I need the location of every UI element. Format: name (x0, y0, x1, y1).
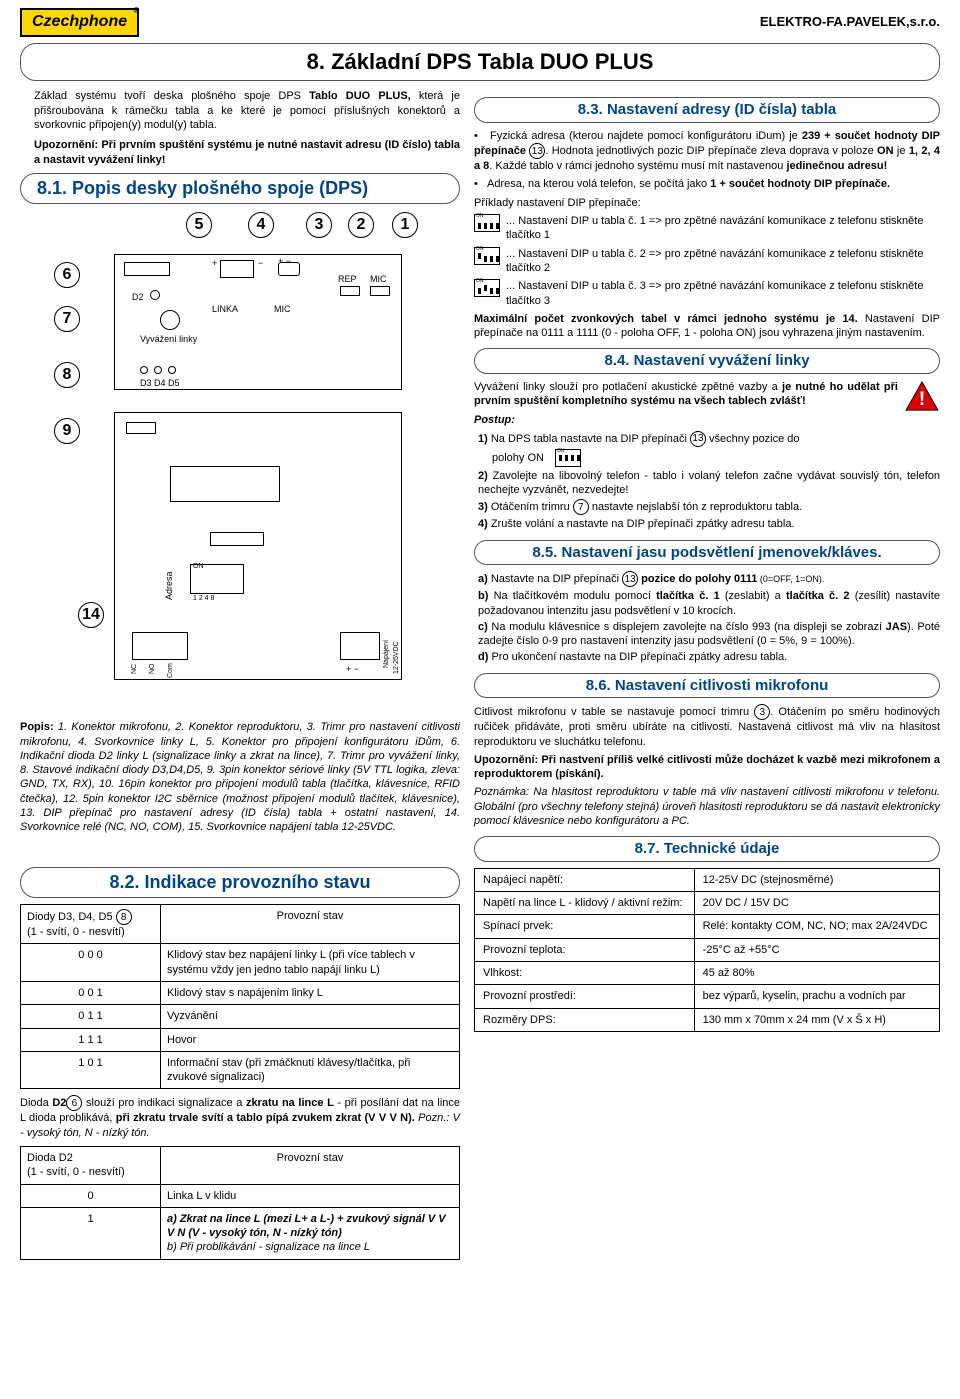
s84-steps: 1) Na DPS tabla nastavte na DIP přepínač… (478, 431, 940, 532)
specs-table: Napájecí napětí:12-25V DC (stejnosměrné)… (474, 868, 940, 1032)
label-com: Com (166, 663, 175, 678)
dip-icon-allon (555, 449, 581, 467)
logo-reg: ® (133, 6, 139, 16)
label-no: NO (148, 664, 157, 675)
dip-icon-2 (474, 247, 500, 265)
label-d345: D3 D4 D5 (140, 378, 180, 390)
conn-rep (340, 286, 360, 296)
label-d2: D2 (132, 292, 144, 304)
dip-icon-3 (474, 279, 500, 297)
section-8-4-title: 8.4. Nastavení vyvážení linky (474, 348, 940, 374)
label-nc: NC (130, 664, 139, 674)
s83-p2: • Adresa, na kterou volá telefon, se poč… (474, 177, 940, 191)
label-1225: 12-25VDC (392, 642, 401, 675)
s83-p1: • Fyzická adresa (kterou najdete pomocí … (474, 129, 940, 174)
callout-14: 14 (78, 602, 104, 628)
d2-description: Dioda D26 slouží pro indikaci signalizac… (20, 1095, 460, 1140)
label-minus: − (258, 258, 263, 270)
s84-postup-label: Postup: (474, 413, 940, 427)
logo: Czechphone ® (20, 8, 139, 37)
circled-13a: 13 (529, 143, 545, 159)
page-header: Czechphone ® ELEKTRO-FA.PAVELEK,s.r.o. (20, 8, 940, 37)
section-8-2-title: 8.2. Indikace provozního stavu (20, 867, 460, 898)
s86-p1: Citlivost mikrofonu v table se nastavuje… (474, 704, 940, 749)
pcb-diagram: 5 4 3 2 1 6 7 8 9 10 12 13 14 15 + − + (30, 212, 450, 712)
label-mic2: MIC (274, 304, 291, 316)
callout-1: 1 (392, 212, 418, 238)
term-14 (132, 632, 188, 660)
section-8-6-title: 8.6. Nastavení citlivosti mikrofonu (474, 673, 940, 699)
conn-5 (124, 262, 170, 276)
term-4 (220, 260, 254, 278)
s85-list: a) Nastavte na DIP přepínači 13 pozice d… (478, 571, 940, 664)
label-plus: + (212, 258, 217, 270)
circled-6: 6 (66, 1095, 82, 1111)
callout-5: 5 (186, 212, 212, 238)
dip-icon-1 (474, 214, 500, 232)
label-mic: MIC (370, 274, 387, 286)
callout-6: 6 (54, 262, 80, 288)
callout-9: 9 (54, 418, 80, 444)
s83-examples-title: Příklady nastavení DIP přepínače: (474, 196, 940, 210)
conn-mic (370, 286, 390, 296)
section-8-5-title: 8.5. Nastavení jasu podsvětlení jmenovek… (474, 540, 940, 566)
label-pm: + − (278, 256, 291, 268)
term-15 (340, 632, 380, 660)
callout-3: 3 (306, 212, 332, 238)
status-table-2: Dioda D2 (1 - svítí, 0 - nesvítí) Provoz… (20, 1146, 460, 1260)
label-nap: Napájení (382, 640, 391, 668)
dip-example-3: ... Nastavení DIP u tabla č. 3 => pro zp… (474, 279, 940, 308)
s86-warn: Upozornění: Při nastvení příliš velké ci… (474, 753, 940, 782)
conn-9 (126, 422, 156, 434)
label-1248: 1 2 4 8 (193, 594, 214, 603)
circled-7: 7 (573, 499, 589, 515)
label-on: ON (193, 562, 204, 571)
dip-example-2: ... Nastavení DIP u tabla č. 2 => pro zp… (474, 247, 940, 276)
callout-4: 4 (248, 212, 274, 238)
conn-12-box (210, 532, 264, 546)
section-8-3-title: 8.3. Nastavení adresy (ID čísla) tabla (474, 97, 940, 123)
section-8-1-title: 8.1. Popis desky plošného spoje (DPS) (20, 173, 460, 204)
intro-warning: Upozornění: Při prvním spuštění systému … (34, 138, 460, 167)
conn-10-box (170, 466, 280, 502)
label-rep: REP (338, 274, 357, 286)
label-linka: LINKA (212, 304, 238, 316)
callout-7: 7 (54, 306, 80, 332)
callout-2: 2 (348, 212, 374, 238)
right-column: 8.3. Nastavení adresy (ID čísla) tabla •… (474, 89, 940, 1265)
section-8-7-title: 8.7. Technické údaje (474, 836, 940, 862)
warning-icon: ! (904, 380, 940, 412)
label-pm2: + − (346, 664, 359, 676)
circled-3: 3 (754, 704, 770, 720)
callout-8: 8 (54, 362, 80, 388)
circled-13b: 13 (690, 431, 706, 447)
label-vyv: Vyvážení linky (140, 334, 197, 346)
intro-paragraph-1: Základ systému tvoří deska plošného spoj… (34, 89, 460, 132)
s86-note: Poznámka: Na hlasitost reproduktoru v ta… (474, 785, 940, 828)
left-column: Základ systému tvoří deska plošného spoj… (20, 89, 460, 1265)
circled-13c: 13 (622, 571, 638, 587)
s83-p3: Maximální počet zvonkových tabel v rámci… (474, 312, 940, 341)
status-table-1: Diody D3, D4, D5 8 (1 - svítí, 0 - nesví… (20, 904, 460, 1089)
diagram-legend: Popis: 1. Konektor mikrofonu, 2. Konekto… (20, 720, 460, 834)
dip-example-1: ... Nastavení DIP u tabla č. 1 => pro zp… (474, 214, 940, 243)
svg-text:!: ! (919, 388, 926, 410)
logo-text: Czechphone (32, 13, 127, 30)
main-title: 8. Základní DPS Tabla DUO PLUS (21, 48, 939, 77)
circled-8: 8 (116, 909, 132, 925)
s84-p1: ! Vyvážení linky slouží pro potlačení ak… (474, 380, 940, 409)
company-name: ELEKTRO-FA.PAVELEK,s.r.o. (760, 14, 940, 31)
label-adresa: Adresa (164, 572, 176, 601)
main-title-box: 8. Základní DPS Tabla DUO PLUS (20, 43, 940, 82)
